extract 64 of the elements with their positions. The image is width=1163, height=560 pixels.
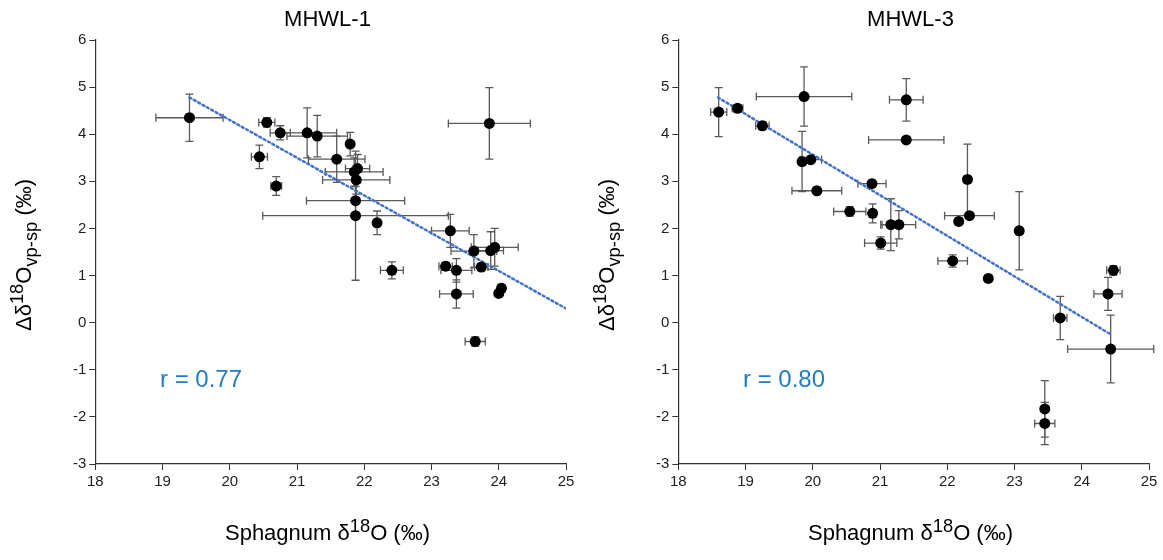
- y-tick-label: 3: [660, 171, 670, 189]
- point: [713, 106, 725, 118]
- x-tick-label: 20: [221, 472, 239, 490]
- y-tick-label: 6: [77, 30, 87, 48]
- y-tick-label: 6: [660, 30, 670, 48]
- point: [331, 153, 343, 165]
- point: [350, 174, 362, 186]
- chart-title: MHWL-3: [866, 6, 955, 32]
- y-tick-label: 0: [660, 312, 670, 330]
- point: [301, 127, 313, 139]
- y-tick-label: -3: [72, 454, 87, 472]
- x-tick-label: 18: [669, 472, 687, 490]
- x-tick-label: 22: [938, 472, 956, 490]
- point: [1039, 417, 1051, 429]
- x-tick-label: 20: [804, 472, 822, 490]
- y-tick-label: 4: [660, 124, 670, 142]
- y-tick-label: 1: [77, 265, 87, 283]
- x-tick-label: 21: [871, 472, 889, 490]
- y-tick-label: 5: [660, 77, 670, 95]
- annotation: r = 0.77: [160, 365, 243, 393]
- point: [798, 91, 810, 103]
- y-tick-label: 1: [660, 265, 670, 283]
- y-tick-label: -3: [655, 454, 670, 472]
- point: [900, 94, 912, 106]
- y-tick-label: 3: [77, 171, 87, 189]
- x-tick-label: 19: [154, 472, 171, 490]
- y-tick-label: 0: [77, 312, 87, 330]
- x-tick-label: 21: [288, 472, 306, 490]
- point: [444, 225, 456, 237]
- point: [450, 288, 462, 300]
- point: [489, 241, 501, 253]
- point: [450, 264, 462, 276]
- x-tick-label: 19: [737, 472, 754, 490]
- chart-title: MHWL-1: [283, 6, 372, 32]
- point: [483, 117, 495, 129]
- x-axis-title: Sphagnum δ$^{18}$O (‰): [223, 515, 432, 547]
- annotation: r = 0.80: [743, 365, 826, 393]
- x-tick-label: 25: [1140, 472, 1158, 490]
- point: [1102, 288, 1114, 300]
- x-tick-label: 25: [557, 472, 575, 490]
- x-tick-label: 18: [86, 472, 104, 490]
- y-tick-label: -2: [655, 407, 670, 425]
- x-tick-label: 23: [1006, 472, 1023, 490]
- point: [253, 151, 265, 163]
- point: [350, 195, 362, 207]
- point: [1105, 343, 1117, 355]
- y-tick-label: 4: [77, 124, 87, 142]
- x-tick-label: 22: [355, 472, 373, 490]
- y-tick-label: -1: [655, 359, 670, 377]
- point: [311, 130, 323, 142]
- point: [350, 210, 362, 222]
- point: [386, 264, 398, 276]
- y-tick-label: 5: [77, 77, 87, 95]
- y-tick-label: 2: [77, 218, 87, 236]
- y-tick-label: -2: [72, 407, 87, 425]
- y-tick-label: -1: [72, 359, 87, 377]
- point: [893, 219, 905, 231]
- x-axis-title: Sphagnum δ$^{18}$O (‰): [806, 515, 1015, 547]
- x-tick-label: 24: [1073, 472, 1091, 490]
- point: [468, 245, 480, 257]
- y-tick-label: 2: [660, 218, 670, 236]
- x-tick-label: 23: [423, 472, 440, 490]
- x-tick-label: 24: [490, 472, 508, 490]
- point: [183, 112, 195, 124]
